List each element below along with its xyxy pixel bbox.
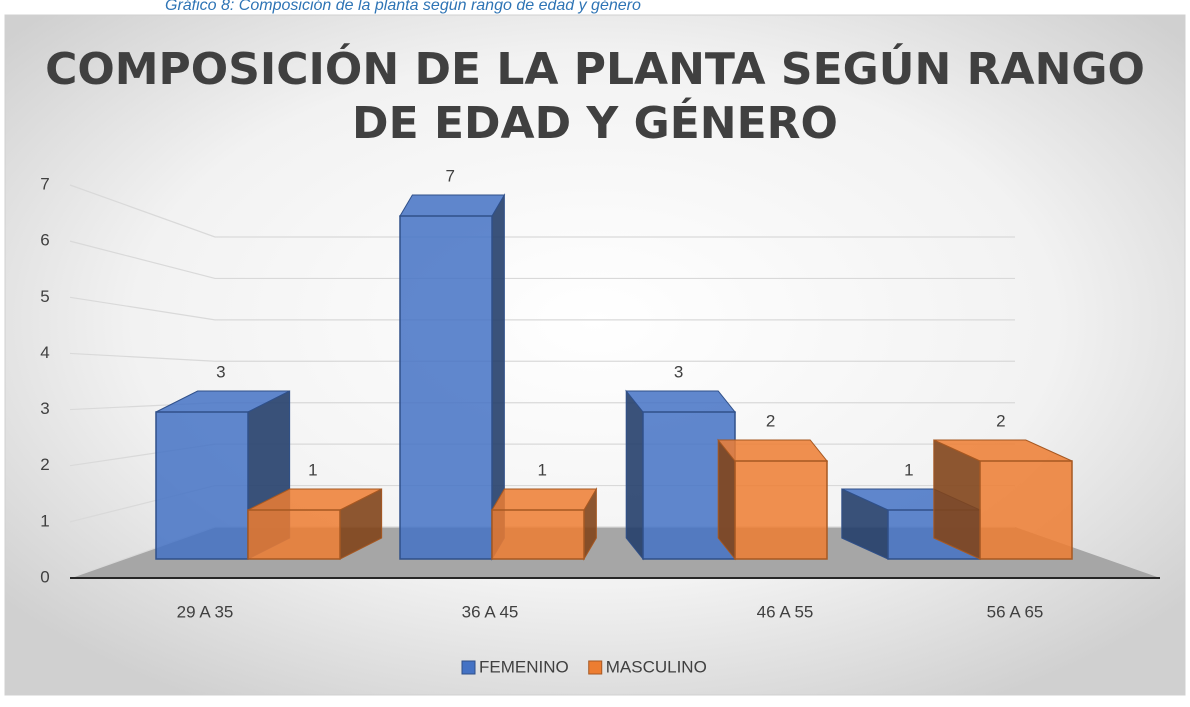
value-label: 7 (445, 166, 454, 185)
value-label: 1 (537, 460, 546, 479)
grid-line (69, 296, 1015, 321)
value-label: 1 (904, 460, 913, 479)
value-label: 3 (674, 362, 683, 381)
chart-title: COMPOSICIÓN DE LA PLANTA SEGÚN RANGO (45, 42, 1145, 95)
bar (247, 509, 341, 560)
grid-line (69, 240, 1015, 280)
y-tick-label: 1 (40, 511, 49, 530)
bar (979, 460, 1073, 560)
bar-top (399, 194, 506, 217)
bar (155, 411, 249, 560)
x-tick-label: 36 A 45 (462, 602, 519, 621)
legend-label: FEMENINO (479, 657, 569, 676)
bar-top (625, 390, 737, 413)
y-tick-label: 0 (40, 567, 49, 586)
x-tick-label: 46 A 55 (757, 602, 814, 621)
y-tick-label: 7 (40, 174, 49, 193)
bar (734, 460, 828, 560)
bar-top (491, 488, 598, 511)
y-tick-label: 4 (40, 343, 49, 362)
value-label: 2 (996, 411, 1005, 430)
bar (399, 215, 493, 560)
y-tick-label: 2 (40, 455, 49, 474)
grid-line (69, 184, 1015, 238)
value-label: 2 (766, 411, 775, 430)
legend-swatch (588, 660, 603, 675)
x-tick-label: 29 A 35 (177, 602, 234, 621)
value-label: 3 (216, 362, 225, 381)
legend-label: MASCULINO (606, 657, 707, 676)
grid-line (69, 352, 1015, 362)
bar-top (717, 439, 829, 462)
caption: Gráfico 8: Composición de la planta segú… (165, 0, 641, 14)
chart-background (4, 14, 1186, 696)
y-tick-label: 6 (40, 231, 49, 250)
bar (491, 509, 585, 560)
x-tick-label: 56 A 65 (987, 602, 1044, 621)
bar-side (625, 389, 644, 561)
y-tick-label: 5 (40, 287, 49, 306)
chart-title: DE EDAD Y GÉNERO (352, 96, 838, 149)
legend-swatch (461, 660, 476, 675)
y-tick-label: 3 (40, 399, 49, 418)
value-label: 1 (308, 460, 317, 479)
